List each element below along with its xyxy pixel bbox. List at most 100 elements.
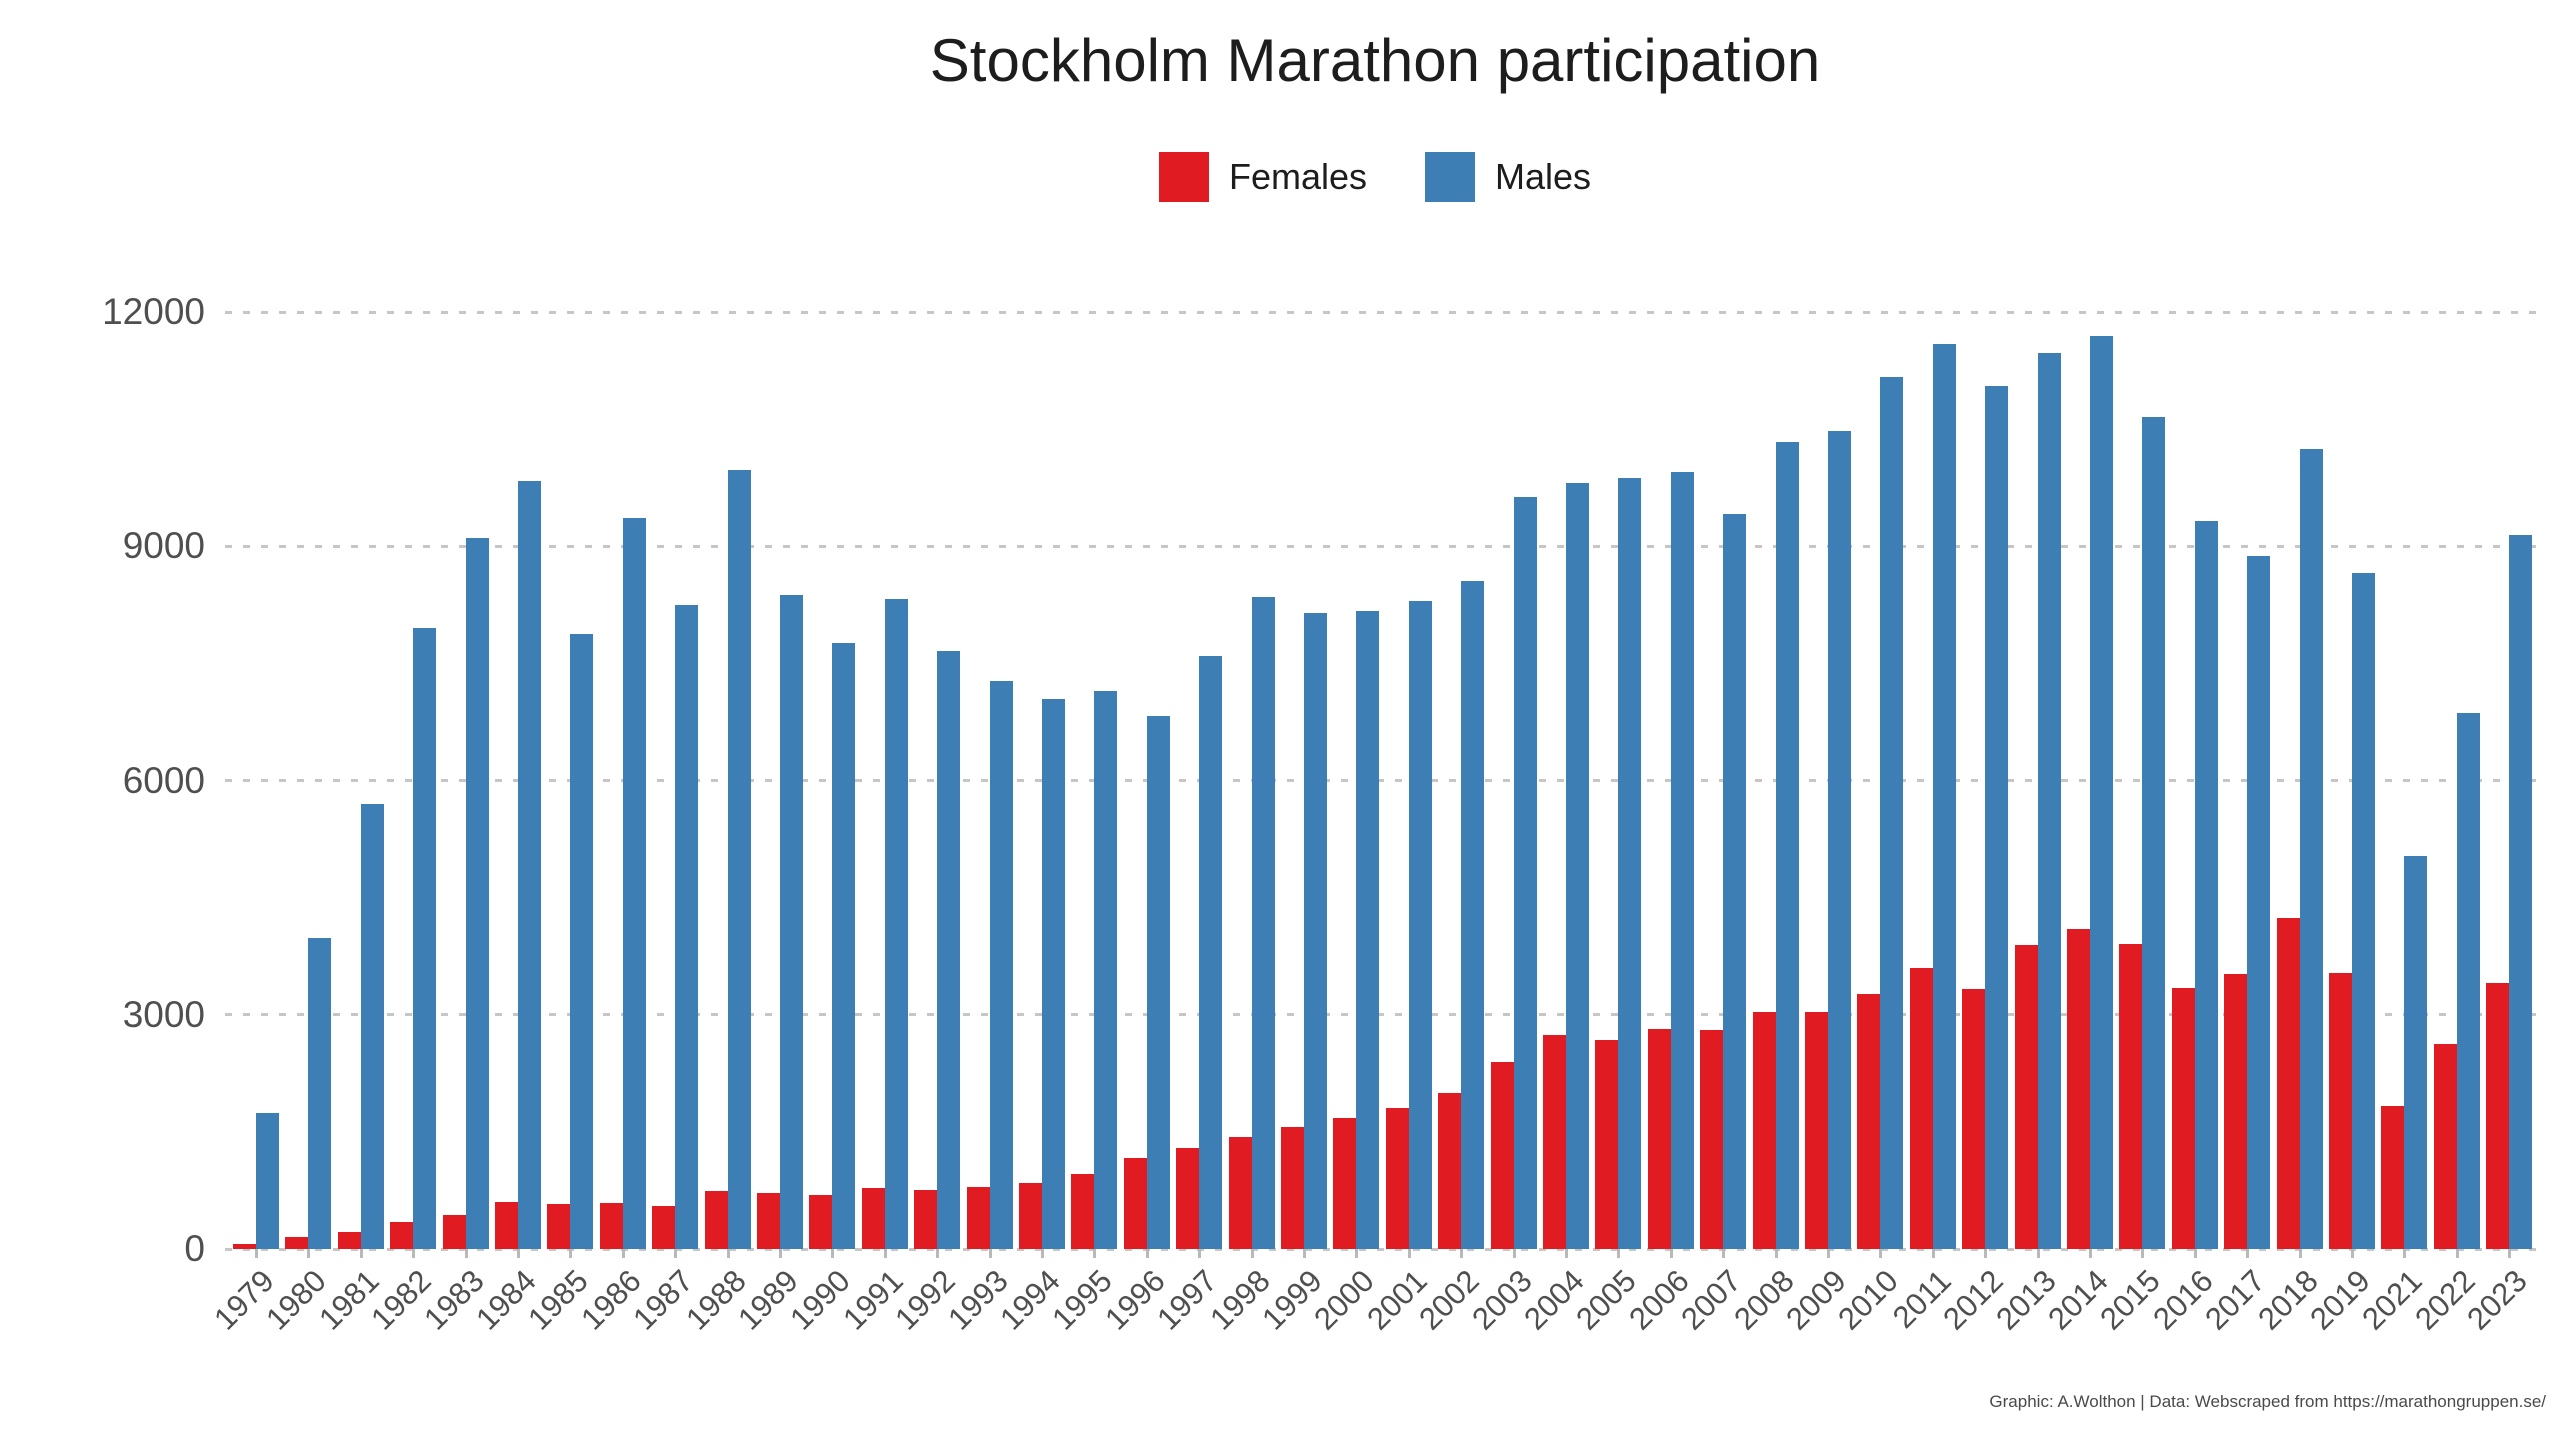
bar-females-1990: [809, 1195, 833, 1249]
x-axis-tick-2007: [1722, 1249, 1726, 1258]
gridline-6000: [225, 779, 2542, 782]
x-axis-tick-2006: [1669, 1249, 1673, 1258]
bar-males-1990: [832, 643, 856, 1249]
x-axis-tick-2019: [2351, 1249, 2354, 1258]
bar-females-1993: [966, 1186, 990, 1249]
bar-females-1991: [861, 1188, 885, 1249]
bar-males-1987: [675, 604, 699, 1249]
bar-males-2015: [2142, 417, 2166, 1249]
bar-females-1989: [757, 1192, 780, 1249]
bar-males-2007: [1723, 514, 1747, 1249]
bar-males-1980: [308, 938, 332, 1249]
gridline-0: [225, 1247, 2542, 1251]
bar-males-1986: [622, 518, 646, 1249]
bar-males-2019: [2352, 572, 2375, 1249]
gridline-12000: [225, 310, 2542, 314]
bar-females-2019: [2329, 973, 2352, 1249]
x-axis-tick-1990: [831, 1249, 835, 1258]
x-axis-tick-2003: [1512, 1249, 1516, 1258]
bar-females-2013: [2014, 945, 2038, 1249]
x-axis-tick-2004: [1565, 1249, 1568, 1258]
bar-males-2004: [1566, 483, 1589, 1249]
x-axis-tick-1994: [1041, 1249, 1044, 1258]
bar-females-1983: [442, 1214, 466, 1249]
bar-females-1986: [599, 1202, 623, 1249]
x-axis-tick-1986: [621, 1249, 625, 1258]
x-axis-tick-2015: [2141, 1249, 2145, 1258]
bar-males-1989: [780, 594, 803, 1249]
bar-males-1993: [989, 680, 1013, 1249]
x-axis-tick-2021: [2403, 1249, 2407, 1258]
legend-item-females: Females: [1158, 152, 1367, 202]
bar-females-2008: [1752, 1011, 1776, 1249]
x-axis-tick-1989: [779, 1249, 782, 1258]
x-axis-tick-1996: [1145, 1249, 1149, 1258]
bar-females-1995: [1071, 1174, 1095, 1249]
x-axis-tick-1984: [517, 1249, 520, 1258]
bar-males-2001: [1408, 600, 1432, 1249]
x-axis-tick-1985: [569, 1249, 573, 1258]
bar-males-2002: [1461, 580, 1485, 1249]
chart-title: Stockholm Marathon participation: [929, 27, 1821, 94]
bar-males-1985: [570, 634, 594, 1249]
gridline-3000: [225, 1013, 2542, 1017]
bar-males-1999: [1304, 612, 1327, 1249]
bar-males-1984: [518, 481, 541, 1249]
bar-females-1981: [337, 1231, 361, 1249]
x-axis-tick-2008: [1774, 1249, 1778, 1258]
bar-males-2011: [1932, 344, 1956, 1249]
bar-females-1987: [652, 1206, 676, 1249]
bar-females-2006: [1647, 1028, 1671, 1249]
y-axis-label-6000: 6000: [122, 759, 205, 801]
bar-males-1992: [937, 650, 961, 1249]
bar-males-2016: [2194, 521, 2218, 1249]
bar-females-2017: [2224, 974, 2248, 1249]
bar-males-1996: [1146, 716, 1170, 1249]
x-axis-tick-2010: [1879, 1249, 1883, 1258]
bar-females-1999: [1281, 1127, 1304, 1249]
x-axis-tick-2012: [1984, 1249, 1988, 1258]
bar-females-2015: [2119, 943, 2143, 1249]
bar-females-2005: [1595, 1039, 1619, 1249]
bar-females-2010: [1857, 993, 1881, 1249]
x-axis-tick-2000: [1355, 1249, 1359, 1258]
bar-males-2003: [1513, 497, 1537, 1249]
x-axis-tick-1981: [359, 1249, 363, 1258]
bar-females-2009: [1805, 1011, 1828, 1249]
x-axis-tick-1997: [1198, 1249, 1202, 1258]
bar-males-2022: [2456, 712, 2480, 1249]
x-axis-tick-2005: [1617, 1249, 1621, 1258]
legend-males-label: Males: [1495, 156, 1592, 197]
x-axis-tick-1980: [307, 1249, 311, 1258]
bar-males-2008: [1775, 442, 1799, 1249]
bar-males-1982: [413, 628, 437, 1249]
bar-females-2012: [1962, 988, 1986, 1249]
bar-males-2005: [1618, 478, 1642, 1249]
bar-females-1996: [1123, 1158, 1147, 1249]
bar-females-1994: [1019, 1183, 1042, 1249]
x-axis-tick-2018: [2298, 1249, 2302, 1258]
bar-females-2021: [2381, 1106, 2405, 1249]
bar-females-2002: [1438, 1092, 1462, 1249]
x-axis-tick-2017: [2246, 1249, 2250, 1258]
bar-males-1998: [1251, 597, 1275, 1249]
bar-males-2021: [2404, 856, 2428, 1249]
x-axis-tick-1991: [883, 1249, 887, 1258]
x-axis-tick-1992: [936, 1249, 940, 1258]
bar-males-1979: [256, 1113, 279, 1249]
bar-females-2014: [2067, 928, 2090, 1249]
bar-females-2000: [1333, 1117, 1357, 1249]
bar-males-2017: [2247, 556, 2271, 1249]
bar-females-2011: [1909, 967, 1933, 1249]
bar-females-1982: [390, 1222, 414, 1249]
bar-females-1997: [1176, 1148, 1200, 1249]
bar-males-2014: [2090, 336, 2113, 1249]
bar-females-2018: [2276, 917, 2300, 1249]
x-axis-tick-1983: [464, 1249, 468, 1258]
y-axis-label-9000: 9000: [122, 525, 205, 567]
bar-females-2007: [1700, 1029, 1724, 1249]
bar-males-2018: [2299, 448, 2323, 1249]
legend-females-label: Females: [1228, 156, 1367, 197]
legend: Females Males: [210, 148, 2540, 206]
